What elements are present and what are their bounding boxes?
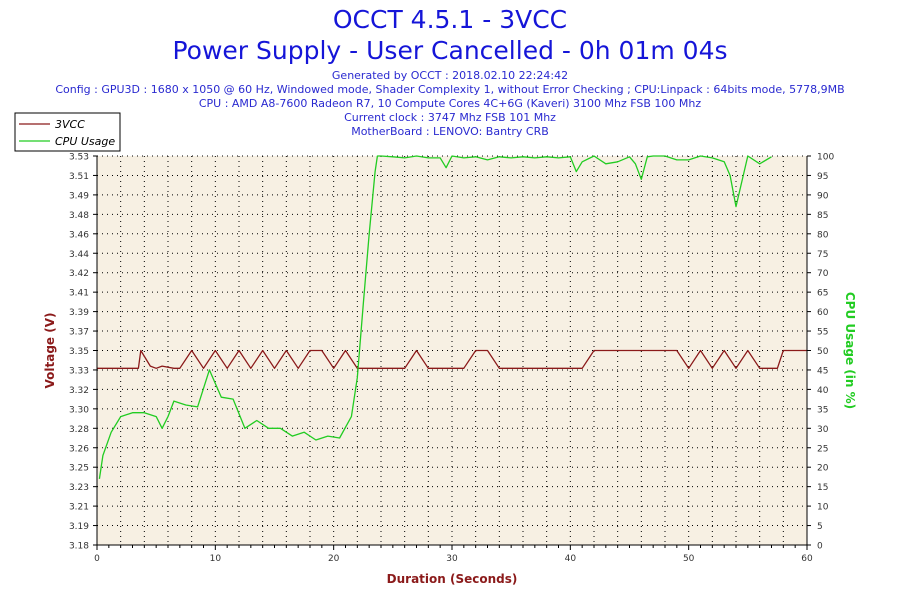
y-left-tick-label: 3.19 [69,522,89,532]
y-left-tick-label: 3.26 [69,444,89,454]
y-left-tick-label: 3.53 [69,153,89,163]
y-left-tick-label: 3.30 [69,405,89,415]
x-tick-label: 40 [565,554,577,564]
y-left-tick-label: 3.51 [69,172,89,182]
y-right-tick-label: 100 [817,153,834,163]
y-left-tick-label: 3.41 [69,289,89,299]
y-right-tick-label: 25 [817,444,828,454]
y-left-tick-label: 3.18 [69,542,89,552]
series-line-cpu-usage [98,155,772,479]
chart-title: OCCT 4.5.1 - 3VCC [332,5,568,34]
x-tick-label: 60 [801,554,813,564]
motherboard-line: MotherBoard : LENOVO: Bantry CRB [351,125,549,138]
y-left-tick-label: 3.42 [69,269,89,279]
y-right-tick-label: 85 [817,211,828,221]
y-right-tick-label: 60 [817,308,829,318]
x-tick-label: 30 [446,554,458,564]
y-right-tick-label: 40 [817,386,829,396]
y-left-tick-label: 3.49 [69,191,89,201]
x-tick-label: 0 [94,554,100,564]
y-right-tick-label: 20 [817,464,829,474]
legend-label: 3VCC [55,118,85,131]
x-axis-label: Duration (Seconds) [387,572,518,586]
y-right-tick-label: 50 [817,347,829,357]
y-left-tick-label: 3.48 [69,211,89,221]
y-left-tick-label: 3.37 [69,328,89,338]
y-left-tick-label: 3.35 [69,347,89,357]
chart-subtitle: Power Supply - User Cancelled - 0h 01m 0… [172,36,728,65]
y-left-tick-label: 3.39 [69,308,89,318]
current-clock-line: Current clock : 3747 Mhz FSB 101 Mhz [344,111,556,124]
y-right-tick-label: 35 [817,405,828,415]
cpu-line: CPU : AMD A8-7600 Radeon R7, 10 Compute … [198,97,702,110]
y-right-tick-label: 75 [817,250,828,260]
y-right-tick-label: 65 [817,289,828,299]
y-right-tick-label: 0 [817,542,823,552]
y-left-tick-label: 3.21 [69,503,89,513]
x-tick-label: 10 [210,554,222,564]
y-left-tick-label: 3.25 [69,464,89,474]
y-right-tick-label: 45 [817,366,828,376]
y-right-tick-label: 15 [817,483,828,493]
y-left-tick-label: 3.44 [69,250,89,260]
y-right-axis-label: CPU Usage (in %) [843,292,857,409]
legend: 3VCC CPU Usage [14,112,121,152]
y-left-tick-label: 3.46 [69,230,89,240]
y-left-tick-label: 3.28 [69,425,89,435]
x-tick-label: 50 [683,554,695,564]
y-right-tick-label: 5 [817,522,823,532]
y-left-axis-label: Voltage (V) [43,313,57,389]
y-right-tick-label: 55 [817,328,828,338]
generated-by-line: Generated by OCCT : 2018.02.10 22:24:42 [331,69,569,82]
y-left-tick-label: 3.23 [69,483,89,493]
grid [97,155,807,545]
y-right-tick-label: 90 [817,191,829,201]
legend-label: CPU Usage [55,135,115,148]
x-tick-label: 20 [328,554,340,564]
y-right-tick-label: 80 [817,230,829,240]
y-left-tick-label: 3.32 [69,386,89,396]
y-left-tick-label: 3.33 [69,366,89,376]
y-right-tick-label: 30 [817,425,829,435]
series-line-3vcc [97,349,807,369]
y-right-tick-label: 95 [817,172,828,182]
y-right-tick-label: 10 [817,503,829,513]
config-line: Config : GPU3D : 1680 x 1050 @ 60 Hz, Wi… [55,83,845,96]
legend-box [14,112,121,152]
y-right-tick-label: 70 [817,269,829,279]
